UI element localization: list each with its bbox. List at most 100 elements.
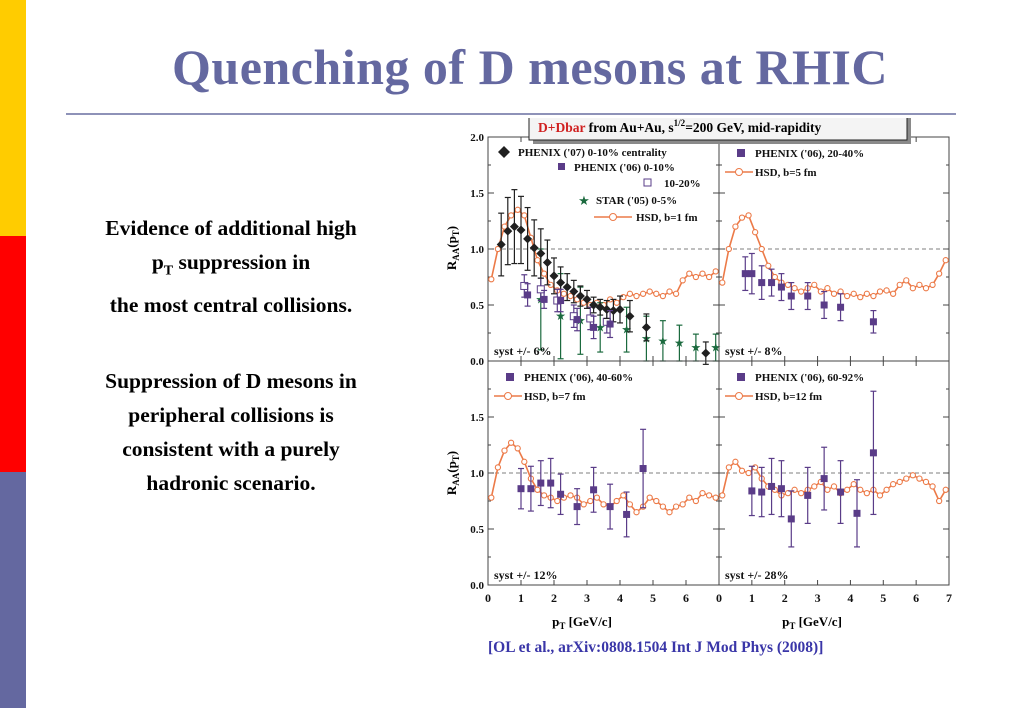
phenix06-point bbox=[787, 292, 795, 300]
hsd-point bbox=[501, 223, 508, 230]
legend-marker-1020 bbox=[643, 178, 652, 187]
xlabel-unit: [GeV/c] bbox=[795, 614, 842, 629]
hsd-point bbox=[554, 497, 561, 505]
title-rule bbox=[66, 113, 956, 115]
hsd-point bbox=[639, 290, 647, 297]
hsd-point bbox=[488, 494, 495, 501]
hsd-point bbox=[745, 212, 752, 219]
hsd-point bbox=[863, 290, 871, 297]
hsd-point bbox=[587, 497, 594, 505]
legend-20-40: PHENIX ('06), 20-40% HSD, b=5 fm bbox=[725, 148, 864, 179]
phenix07-point bbox=[549, 271, 559, 281]
x-tick-label: 6 bbox=[683, 591, 689, 605]
hsd-point bbox=[593, 494, 601, 501]
hsd-point bbox=[692, 273, 700, 281]
hsd-point bbox=[889, 290, 897, 297]
hsd-point bbox=[666, 288, 673, 295]
hsd-point bbox=[935, 497, 943, 505]
hsd-point bbox=[560, 290, 568, 297]
hsd-point bbox=[909, 472, 917, 479]
hsd-point bbox=[679, 277, 686, 284]
legend-label: HSD, b=5 fm bbox=[755, 167, 817, 179]
hsd-point bbox=[797, 490, 805, 497]
bullet-central-line-1: Evidence of additional high bbox=[105, 216, 357, 240]
phenix06-point bbox=[748, 270, 756, 278]
ylabel-t: T bbox=[451, 455, 461, 461]
hsd-point bbox=[672, 290, 680, 297]
legend-marker-hsd bbox=[735, 392, 743, 400]
hsd-point bbox=[521, 212, 528, 219]
hsd-point bbox=[876, 492, 884, 499]
legend-label: PHENIX ('06), 60-92% bbox=[755, 372, 864, 384]
hsd-point bbox=[699, 270, 706, 277]
hsd-point bbox=[653, 290, 660, 297]
phenix07-point bbox=[542, 257, 552, 267]
phenix06-point bbox=[527, 485, 535, 493]
star-point: ★ bbox=[710, 341, 721, 355]
legend-marker-hsd bbox=[609, 213, 617, 221]
hsd-point bbox=[540, 492, 548, 499]
hsd-point bbox=[765, 262, 772, 269]
x-tick-label: 3 bbox=[815, 591, 821, 605]
phenix07-point bbox=[503, 226, 513, 236]
phenix07-point bbox=[556, 278, 566, 288]
hsd-point bbox=[863, 490, 871, 497]
bullet-central-line-3: the most central collisions. bbox=[109, 293, 353, 318]
hsd-point bbox=[705, 492, 713, 499]
hsd-point bbox=[922, 285, 930, 292]
phenix07-point bbox=[602, 304, 612, 314]
hsd-point bbox=[514, 445, 521, 452]
hsd-point bbox=[600, 501, 607, 508]
hsd-point bbox=[850, 481, 857, 488]
phenix07-point bbox=[575, 291, 585, 301]
legend-marker-phenix06 bbox=[737, 149, 745, 157]
x-tick-label: 7 bbox=[946, 591, 952, 605]
star-point: ★ bbox=[555, 309, 566, 323]
legend-label: PHENIX ('06), 20-40% bbox=[755, 148, 864, 160]
hsd-point bbox=[896, 281, 903, 288]
hsd-point bbox=[797, 288, 805, 295]
bullet-peripheral-line-2: peripheral collisions is bbox=[128, 403, 334, 427]
ylabel-aa: AA bbox=[451, 247, 461, 260]
phenix06-point bbox=[741, 270, 749, 278]
phenix06-point bbox=[590, 323, 598, 331]
phenix06-point bbox=[820, 301, 828, 309]
xlabel-unit: [GeV/c] bbox=[565, 614, 612, 629]
hsd-point bbox=[672, 503, 680, 510]
xlabel-p: p bbox=[782, 614, 789, 629]
y-tick-label: 0.5 bbox=[470, 300, 484, 312]
legend-marker-hsd bbox=[504, 392, 512, 400]
phenix07-point bbox=[562, 282, 572, 292]
bullet-peripheral-line-1: Suppression of D mesons in bbox=[105, 369, 357, 393]
hsd-point bbox=[784, 281, 792, 288]
x-axis-label-right: pT [GeV/c] bbox=[782, 614, 842, 631]
bullet-peripheral: Suppression of D mesons in peripheral co… bbox=[48, 364, 414, 500]
x-tick-label: 4 bbox=[617, 591, 623, 605]
phenix06-point bbox=[573, 316, 581, 324]
hsd-point bbox=[824, 486, 831, 493]
svg-text:RAA(pT): RAA(pT) bbox=[444, 226, 461, 270]
svg-text:D+Dbar from Au+Au, s1/2=200 Ge: D+Dbar from Au+Au, s1/2=200 GeV, mid-rap… bbox=[538, 118, 822, 135]
bullet-peripheral-line-3: consistent with a purely bbox=[122, 437, 340, 461]
xlabel-p: p bbox=[552, 614, 559, 629]
phenix06-point bbox=[547, 479, 555, 487]
hsd-point bbox=[626, 290, 634, 297]
hsd-point bbox=[686, 494, 693, 501]
legend-label: HSD, b=12 fm bbox=[755, 391, 822, 403]
y-tick-label: 1.0 bbox=[470, 244, 484, 256]
phenix07-point bbox=[536, 248, 546, 258]
hsd-point bbox=[692, 497, 700, 505]
hsd-point bbox=[725, 464, 733, 471]
phenix07-point bbox=[608, 306, 618, 316]
hsd-point bbox=[811, 281, 818, 288]
syst-label: syst +/- 12% bbox=[494, 568, 558, 582]
phenix06-point bbox=[557, 297, 565, 305]
bullet-central-line-2: pT suppression in bbox=[48, 245, 414, 288]
header-sup: 1/2 bbox=[674, 118, 686, 128]
stripe-red bbox=[0, 236, 26, 472]
legend-marker-star: ★ bbox=[578, 193, 590, 208]
ylabel-aa: AA bbox=[451, 472, 461, 485]
hsd-point bbox=[903, 277, 910, 284]
hsd-point bbox=[732, 458, 739, 465]
y-tick-label: 2.0 bbox=[470, 132, 484, 144]
